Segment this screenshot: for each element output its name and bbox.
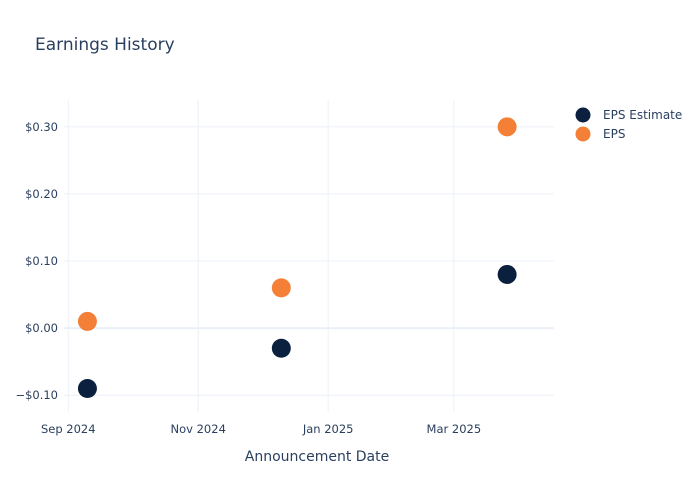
- eps-point[interactable]: [497, 117, 517, 137]
- y-tick-label: −$0.10: [15, 388, 58, 402]
- x-tick-label: Jan 2025: [302, 422, 354, 436]
- legend-label: EPS Estimate: [603, 108, 682, 122]
- y-tick-label: $0.00: [25, 321, 58, 335]
- y-tick-label: $0.30: [25, 120, 58, 134]
- legend-item-eps-estimate[interactable]: EPS Estimate: [575, 107, 683, 123]
- eps-estimate-point[interactable]: [271, 338, 291, 358]
- x-axis-label: Announcement Date: [245, 449, 389, 465]
- x-axis-ticks: Sep 2024 Nov 2024 Jan 2025 Mar 2025: [41, 422, 481, 436]
- legend-marker: [575, 107, 591, 123]
- y-tick-label: $0.10: [25, 254, 58, 268]
- legend[interactable]: EPS Estimate EPS: [575, 107, 683, 142]
- legend-marker: [575, 126, 591, 142]
- legend-item-eps[interactable]: EPS: [575, 126, 626, 142]
- chart-title: Earnings History: [35, 35, 175, 55]
- eps-point[interactable]: [271, 278, 291, 298]
- x-tick-label: Mar 2025: [427, 422, 482, 436]
- eps-estimate-point[interactable]: [77, 379, 97, 399]
- x-tick-label: Nov 2024: [171, 422, 226, 436]
- x-tick-label: Sep 2024: [41, 422, 96, 436]
- eps-estimate-point[interactable]: [497, 264, 517, 284]
- y-axis-ticks: −$0.10 $0.00 $0.10 $0.20 $0.30: [15, 120, 58, 402]
- eps-point[interactable]: [77, 311, 97, 331]
- legend-label: EPS: [603, 127, 625, 141]
- data-points: [77, 117, 517, 399]
- y-tick-label: $0.20: [25, 187, 58, 201]
- grid-lines: [64, 100, 554, 412]
